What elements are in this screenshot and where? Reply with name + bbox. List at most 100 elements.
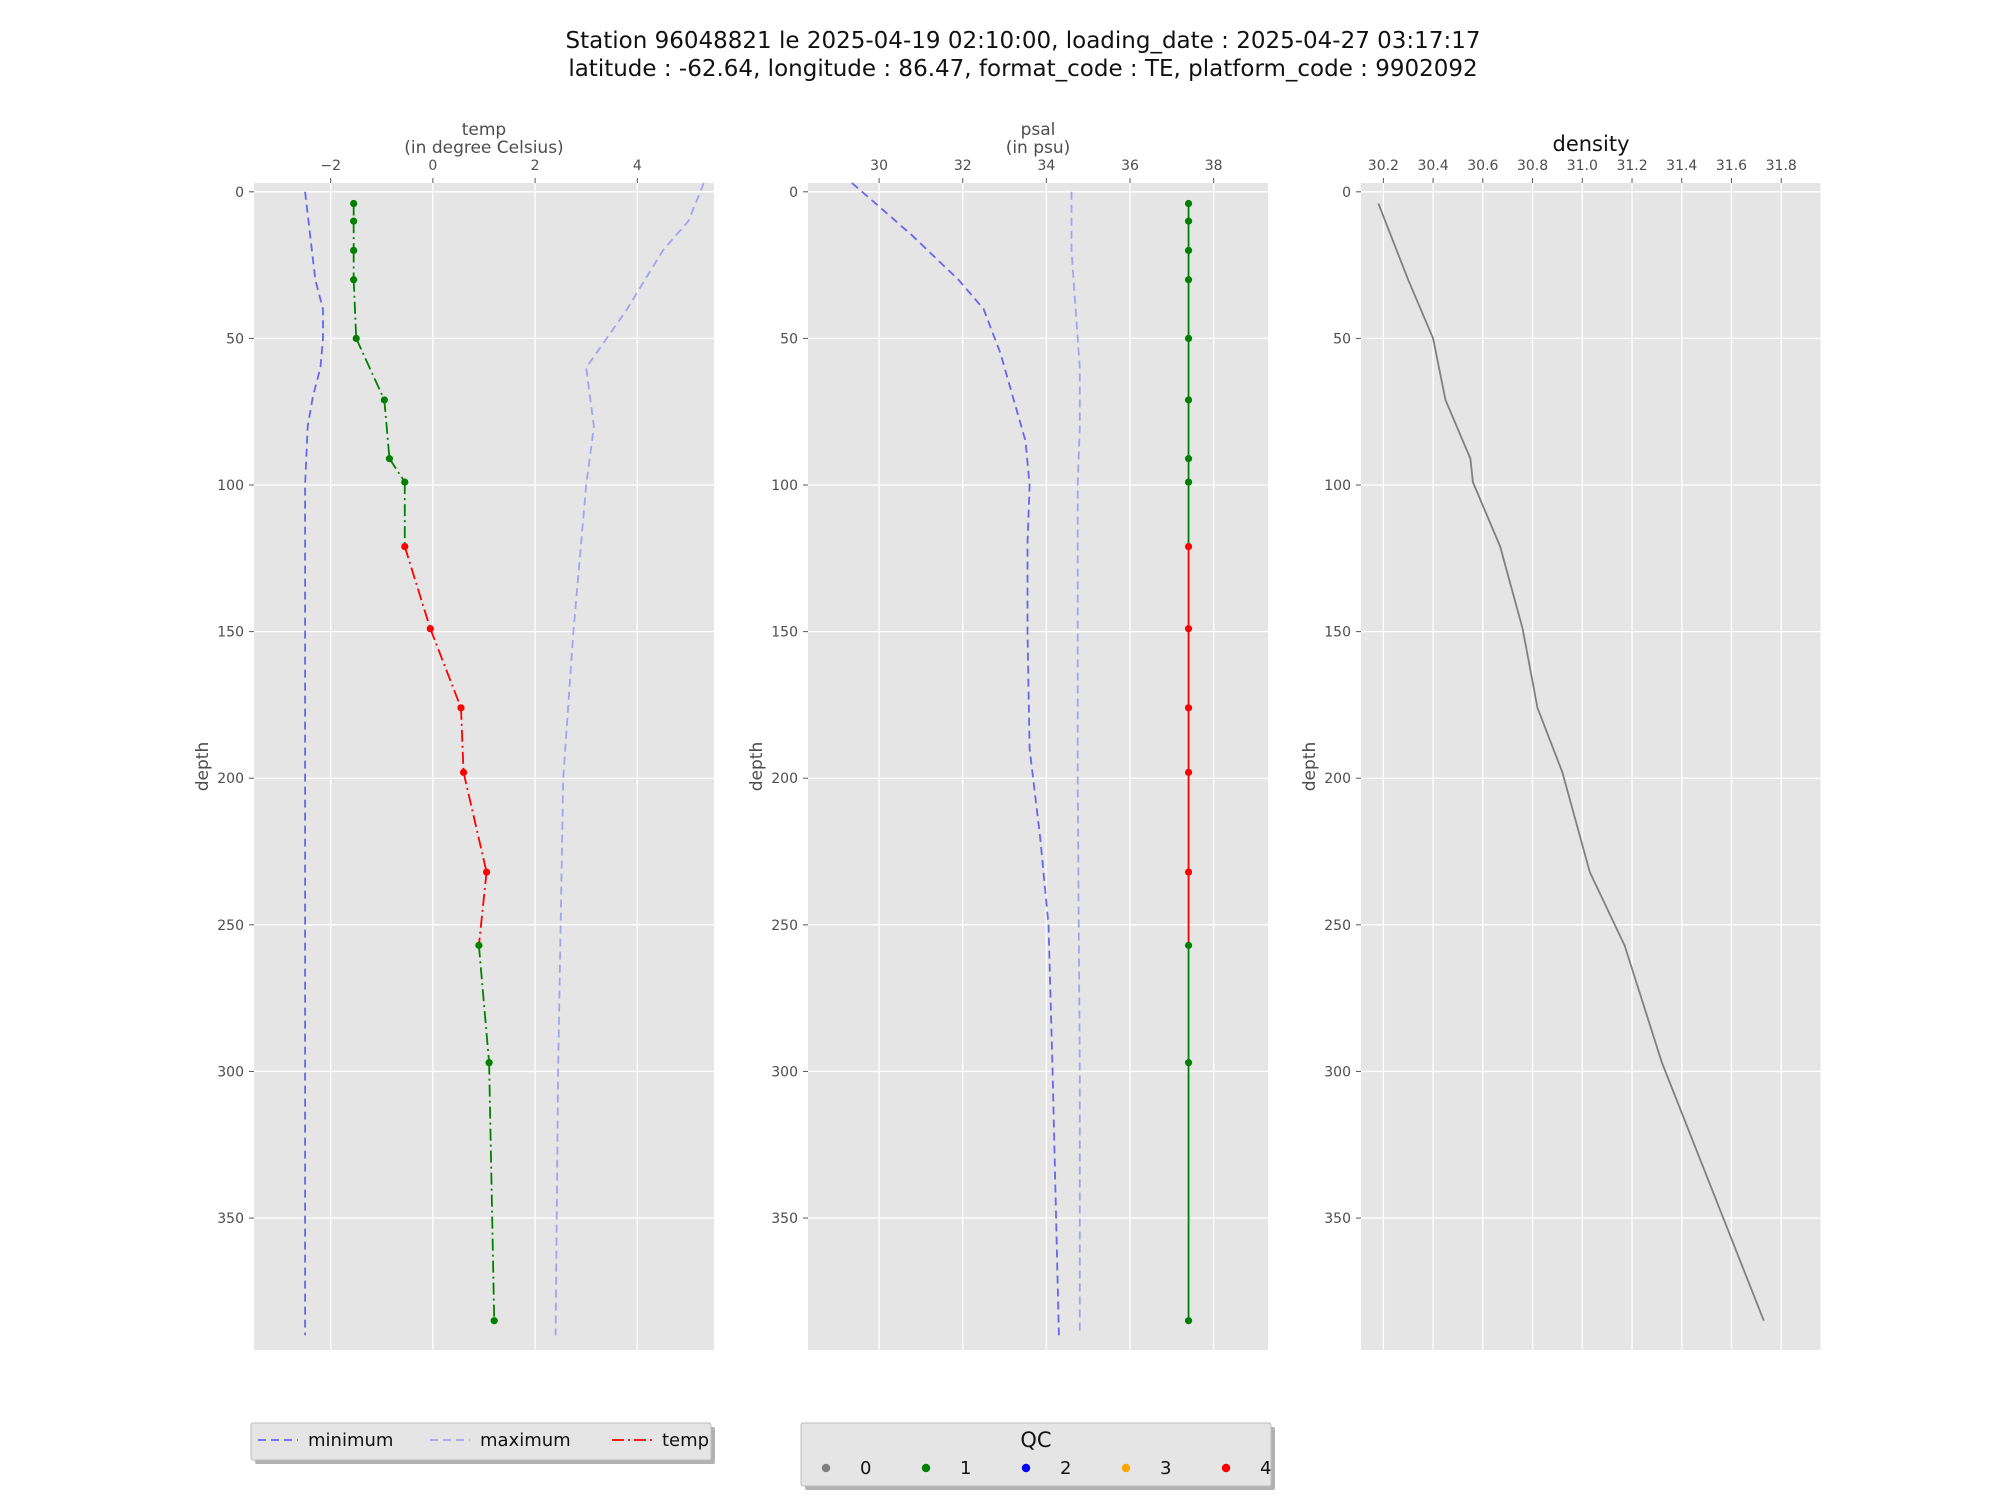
temp-segment [460, 707, 465, 773]
temp-xtick-label: 4 [633, 158, 642, 174]
legend-lines-box [250, 1422, 712, 1461]
temp-point [459, 768, 468, 776]
temp-point [380, 396, 388, 404]
legend-qc-item-0: 0 [821, 1458, 871, 1479]
temp-xlabel-unit: (in degree Celsius) [404, 138, 563, 158]
temp-point [350, 199, 358, 208]
temp-point [385, 455, 394, 463]
psal-point [1184, 276, 1193, 284]
temp-point [352, 334, 360, 343]
psal-minimum-line [851, 182, 1060, 1336]
density-xtick-label: 30.2 [1368, 158, 1399, 174]
temp-grid [254, 183, 714, 1350]
legend-qc-label-3: 3 [1160, 1458, 1171, 1479]
density-xtick-label: 30.8 [1517, 158, 1548, 174]
temp-ylabel: depth [193, 742, 213, 791]
psal-point [1184, 704, 1193, 712]
density-ytick-label: 50 [1333, 331, 1351, 347]
legend-lines: minimum maximum temp [250, 1422, 715, 1464]
psal-ytick-label: 250 [771, 918, 798, 934]
temp-background [254, 183, 714, 1350]
psal-xtick-label: 32 [954, 158, 972, 174]
psal-ytick-label: 150 [771, 625, 798, 641]
legend-qc-title: QC [1020, 1428, 1051, 1452]
density-ylabel: depth [1300, 742, 1320, 791]
psal-point [1184, 768, 1193, 776]
temp-point [482, 868, 491, 876]
legend-qc-label-2: 2 [1060, 1458, 1071, 1479]
legend-label-minimum: minimum [308, 1430, 393, 1451]
density-ytick-label: 150 [1324, 625, 1351, 641]
psal-point [1184, 217, 1193, 225]
legend-item-maximum: maximum [430, 1430, 571, 1451]
temp-point [485, 1059, 493, 1067]
density-xtick-label: 30.4 [1418, 158, 1449, 174]
psal-ytick-label: 50 [780, 331, 798, 347]
temp-ytick-label: 0 [235, 185, 244, 201]
legend-qc-marker-4 [1221, 1463, 1231, 1473]
temp-segment [403, 546, 432, 629]
legend-qc-box [800, 1422, 1272, 1487]
temp-xtick-label: 0 [428, 158, 437, 174]
psal-ytick-label: 100 [771, 478, 798, 494]
psal-point [1184, 1059, 1193, 1067]
temp-point [350, 217, 358, 225]
legend-label-maximum: maximum [480, 1430, 571, 1451]
temp-ytick-label: 350 [217, 1211, 244, 1227]
panel-psal: 30 32 34 36 38 0 50 100 150 200 250 300 350 depth psal… [747, 120, 1268, 1350]
legend-qc-item-3: 3 [1121, 1458, 1171, 1479]
temp-xlabel: temp [462, 120, 506, 140]
density-title: density [1553, 132, 1630, 156]
psal-point [1184, 334, 1193, 343]
temp-ytick-label: 250 [217, 918, 244, 934]
psal-point [1184, 396, 1193, 404]
psal-point [1184, 868, 1193, 876]
legend-qc-label-0: 0 [860, 1458, 871, 1479]
legend-qc-item-1: 1 [921, 1458, 971, 1479]
temp-segment [388, 458, 406, 483]
density-line [1377, 203, 1765, 1322]
legend-qc-marker-1 [921, 1463, 931, 1473]
temp-point [475, 941, 483, 949]
temp-point [401, 542, 409, 551]
density-ytick-label: 0 [1342, 185, 1351, 201]
psal-point [1184, 625, 1193, 633]
psal-point [1184, 246, 1193, 255]
psal-point [1184, 1317, 1193, 1325]
temp-point [426, 625, 434, 633]
psal-background [808, 183, 1268, 1350]
psal-xtick-label: 30 [870, 158, 888, 174]
density-xtick-label: 31.2 [1616, 158, 1647, 174]
temp-segment [429, 628, 462, 709]
legend-qc-marker-3 [1121, 1463, 1131, 1473]
legend-qc-label-4: 4 [1260, 1458, 1271, 1479]
temp-ytick-label: 150 [217, 625, 244, 641]
psal-point [1184, 455, 1193, 463]
psal-point [1184, 542, 1193, 551]
title-line-2: latitude : -62.64, longitude : 86.47, fo… [568, 56, 1477, 82]
psal-point [1184, 199, 1193, 208]
psal-point [1184, 941, 1193, 949]
legend-qc-item-4: 4 [1221, 1458, 1271, 1479]
temp-point [457, 704, 465, 712]
temp-ytick-label: 200 [217, 771, 244, 787]
psal-ytick-label: 300 [771, 1064, 798, 1080]
temp-point [350, 246, 358, 255]
psal-ytick-label: 350 [771, 1211, 798, 1227]
temp-segment [477, 945, 491, 1063]
psal-xtick-label: 38 [1205, 158, 1223, 174]
density-ytick-label: 300 [1324, 1064, 1351, 1080]
psal-ytick-label: 200 [771, 771, 798, 787]
temp-minimum-line [304, 191, 324, 1336]
temp-point [401, 478, 409, 486]
psal-point [1184, 478, 1193, 486]
density-xtick-label: 31.0 [1567, 158, 1598, 174]
density-xtick-label: 31.6 [1716, 158, 1747, 174]
legend-label-temp: temp [662, 1430, 709, 1451]
psal-xlabel-unit: (in psu) [1006, 138, 1071, 158]
temp-ytick-label: 100 [217, 478, 244, 494]
temp-segment [488, 1062, 496, 1321]
temp-segment [462, 772, 488, 873]
